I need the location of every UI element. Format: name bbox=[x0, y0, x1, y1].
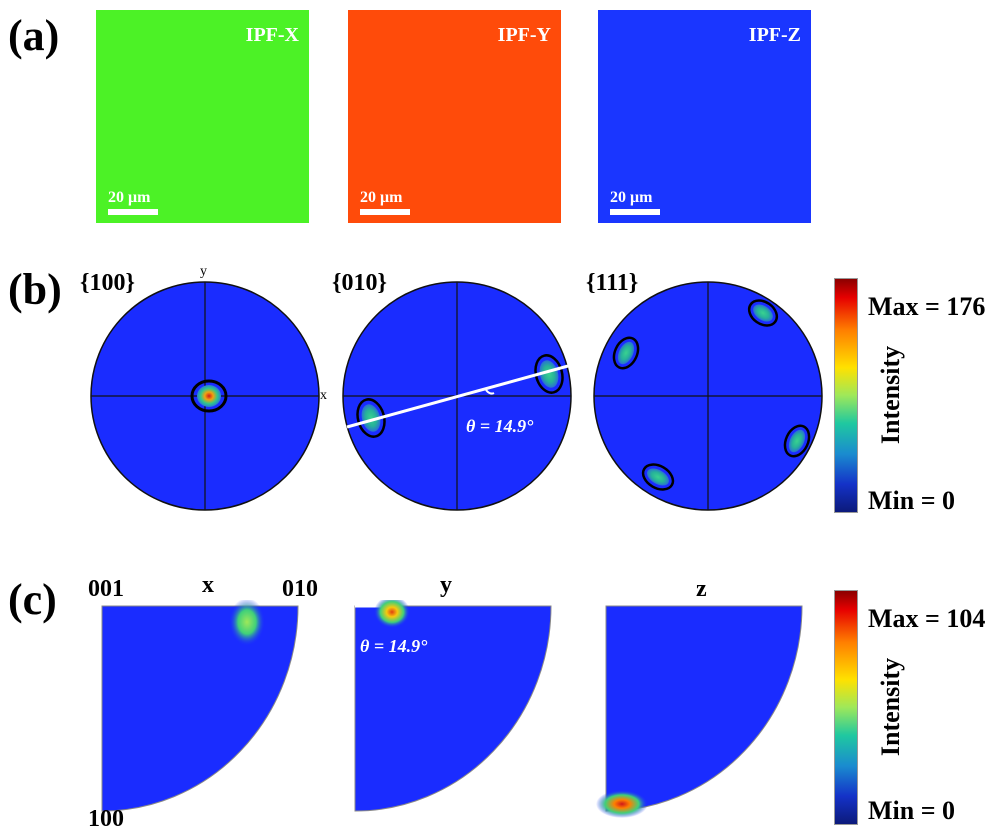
colorbar-b-title: Intensity bbox=[876, 345, 905, 445]
ipf-x-map: IPF-X 20 μm bbox=[96, 10, 309, 223]
ipf-y-map: IPF-Y 20 μm bbox=[348, 10, 561, 223]
ipf-x-title: IPF-X bbox=[245, 24, 299, 46]
axis-x-label: x bbox=[320, 388, 327, 403]
pole-figure-111-label: {111} bbox=[586, 270, 639, 296]
inverse-pole-figures bbox=[101, 600, 803, 818]
texture-spot bbox=[753, 304, 773, 322]
pole-figure-100-label: {100} bbox=[80, 270, 135, 296]
colorbar-b-min: Min = 0 bbox=[868, 486, 956, 515]
pole-figure-111 bbox=[593, 281, 823, 511]
theta-annotation-c: θ = 14.9° bbox=[360, 636, 428, 656]
angle-line bbox=[346, 364, 569, 429]
texture-spot bbox=[361, 404, 381, 432]
panel-a-label: (a) bbox=[8, 11, 60, 60]
colorbar-b-max: Max = 176 bbox=[868, 292, 986, 321]
ipf-x-sector bbox=[101, 600, 299, 812]
texture-spot bbox=[788, 429, 806, 453]
scale-bar-line bbox=[610, 209, 660, 215]
ipf-corner-100: 100 bbox=[88, 806, 124, 832]
axis-y-label: y bbox=[200, 264, 207, 279]
colorbar-c-min: Min = 0 bbox=[868, 796, 956, 825]
ipf-corner-001: 001 bbox=[88, 576, 124, 602]
texture-spot bbox=[197, 385, 221, 407]
pole-figures bbox=[90, 281, 823, 511]
ipf-x-direction: x bbox=[202, 572, 214, 598]
scale-bar-y: 20 μm bbox=[360, 189, 410, 215]
colorbar-c bbox=[834, 590, 858, 825]
colorbar-c-title: Intensity bbox=[876, 657, 905, 757]
pole-figure-010-label: {010} bbox=[332, 270, 387, 296]
scale-bar-x: 20 μm bbox=[108, 189, 158, 215]
scale-bar-z: 20 μm bbox=[610, 189, 660, 215]
ipf-z-direction: z bbox=[696, 576, 707, 602]
scale-bar-label: 20 μm bbox=[108, 189, 151, 206]
scale-bar-line bbox=[108, 209, 158, 215]
ipf-z-title: IPF-Z bbox=[748, 24, 801, 46]
ipf-z-map: IPF-Z 20 μm bbox=[598, 10, 811, 223]
ipf-z-sector bbox=[596, 605, 803, 818]
pole-figure-010 bbox=[342, 281, 572, 511]
panel-c-label: (c) bbox=[8, 575, 57, 624]
panel-b-label: (b) bbox=[8, 265, 62, 314]
texture-spot bbox=[647, 468, 669, 486]
ipf-y-direction: y bbox=[440, 572, 452, 598]
scale-bar-line bbox=[360, 209, 410, 215]
pole-figure-100 bbox=[90, 281, 320, 511]
angle-arc bbox=[485, 389, 495, 395]
scale-bar-label: 20 μm bbox=[610, 189, 653, 206]
theta-annotation-b: θ = 14.9° bbox=[466, 416, 534, 436]
ipf-y-title: IPF-Y bbox=[497, 24, 551, 46]
ipf-corner-010: 010 bbox=[282, 576, 318, 602]
scale-bar-label: 20 μm bbox=[360, 189, 403, 206]
texture-spot bbox=[539, 360, 559, 388]
colorbar-c-max: Max = 104 bbox=[868, 604, 986, 633]
texture-spot bbox=[617, 341, 635, 365]
ipf-y-sector bbox=[354, 600, 552, 812]
colorbar-b bbox=[834, 278, 858, 513]
